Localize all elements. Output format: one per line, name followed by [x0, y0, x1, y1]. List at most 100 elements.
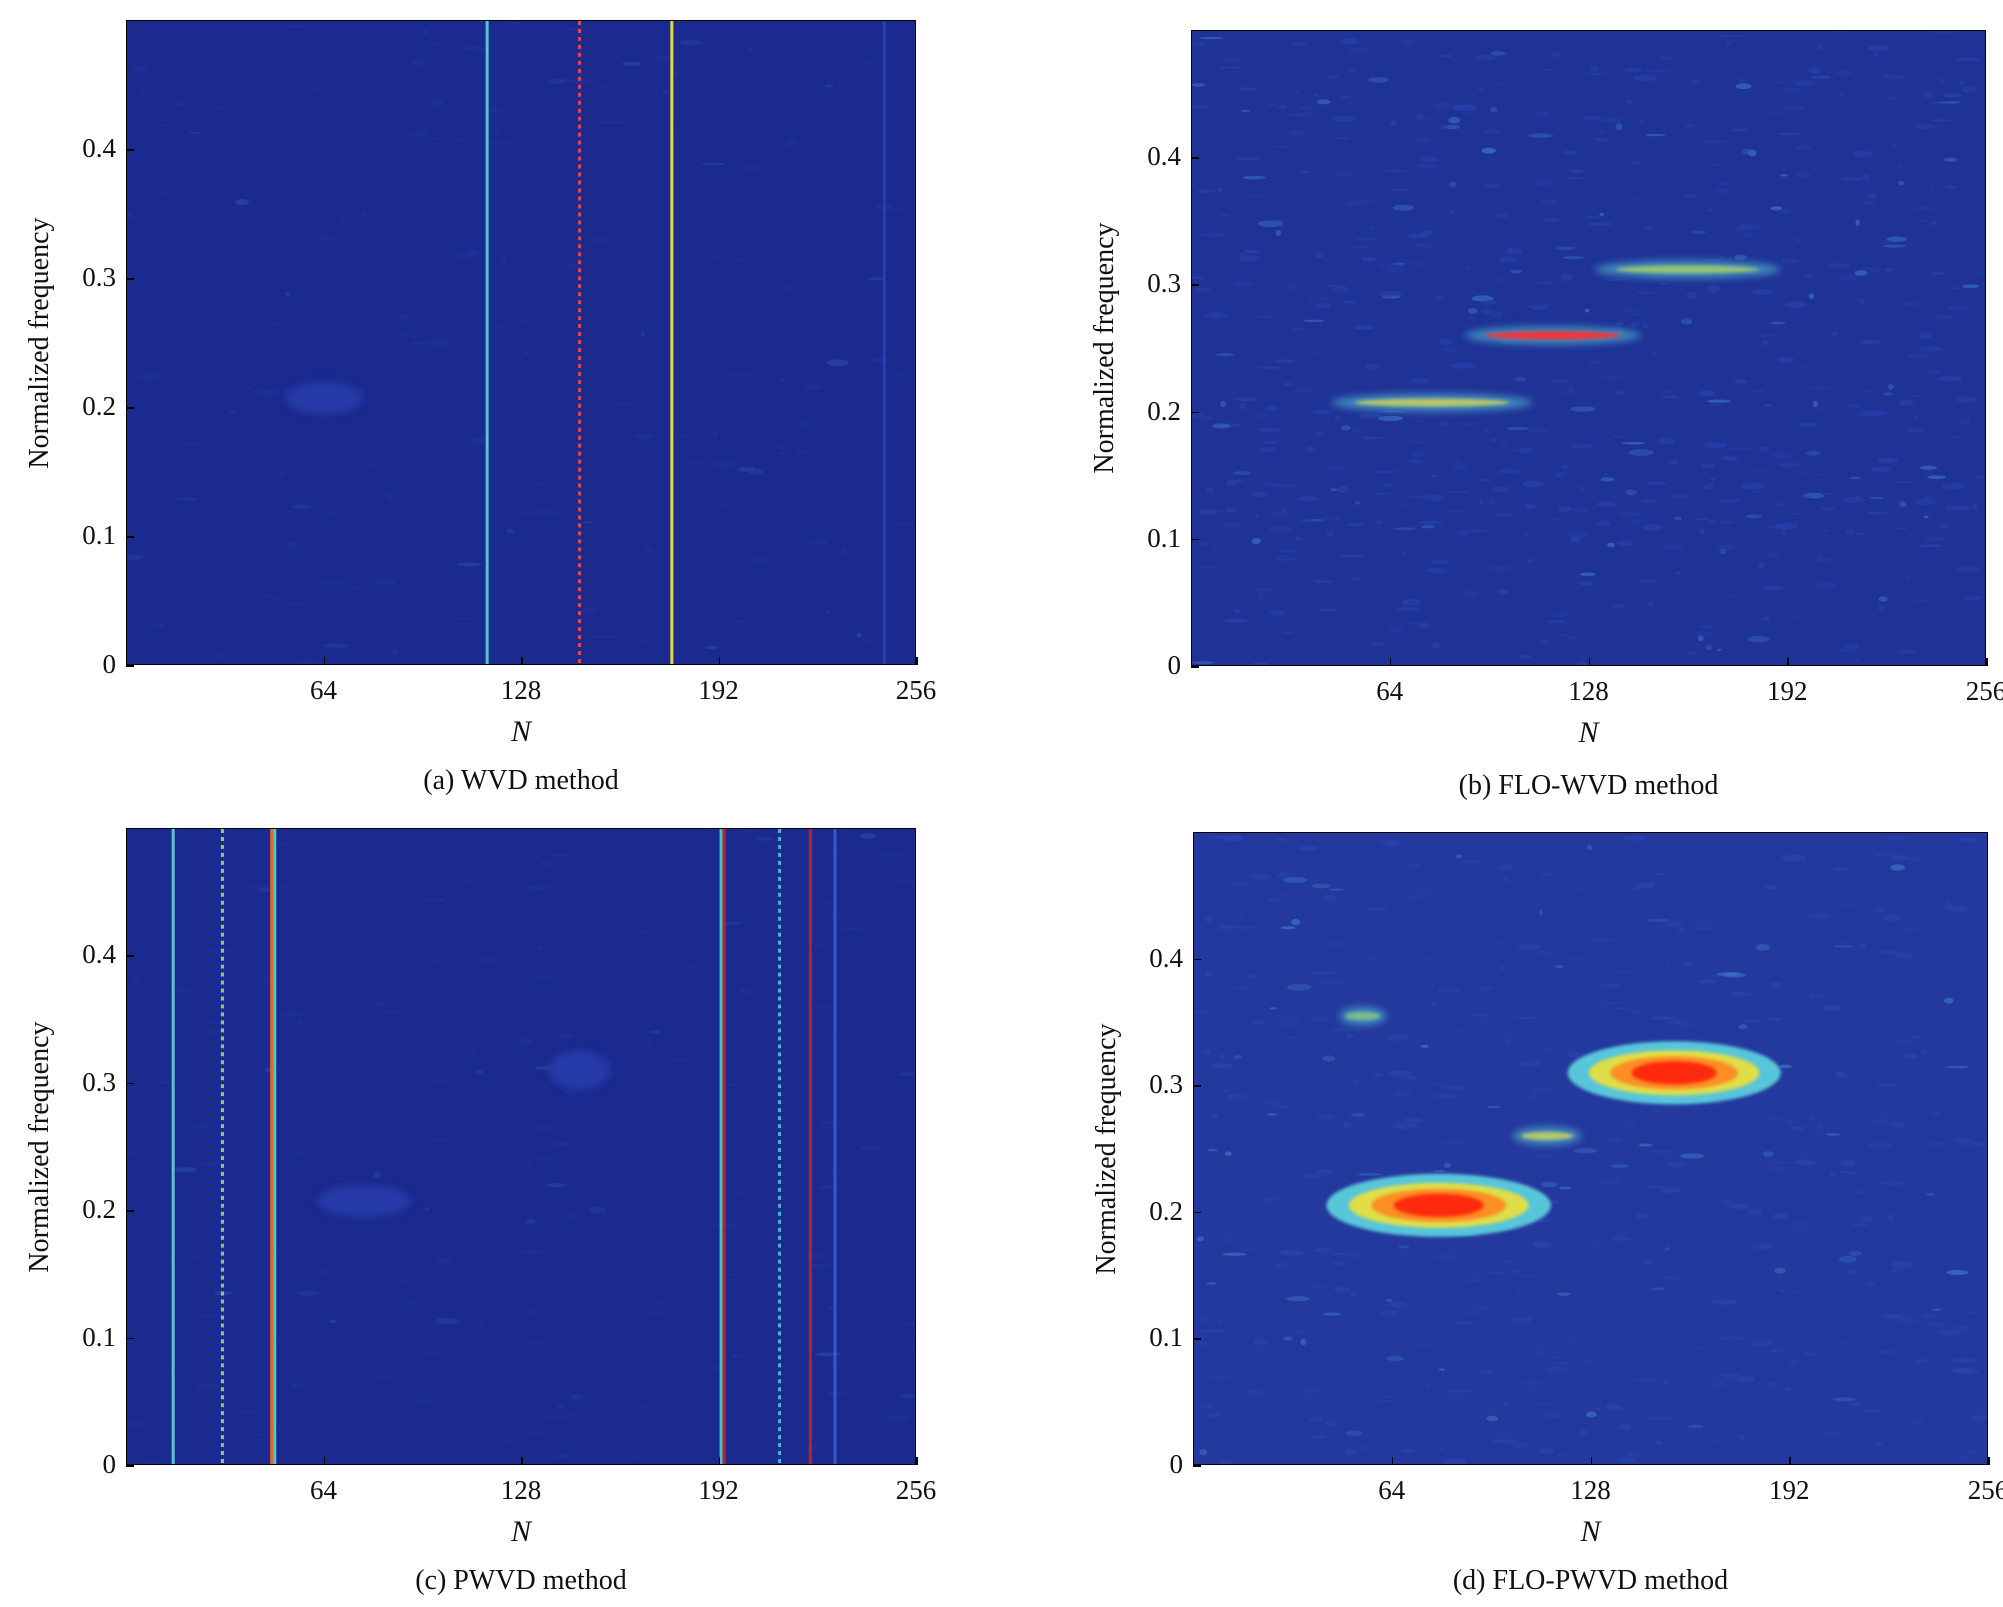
- texture-speck: [1514, 376, 1526, 382]
- texture-speck: [1931, 1308, 1943, 1312]
- texture-speck: [1890, 1261, 1914, 1268]
- texture-speck: [1430, 568, 1448, 575]
- texture-speck: [856, 632, 862, 638]
- texture-speck: [1803, 472, 1810, 476]
- x-tick-mark: [521, 1457, 523, 1465]
- texture-speck: [1534, 180, 1553, 187]
- texture-speck: [1823, 492, 1832, 496]
- texture-speck: [1524, 533, 1529, 537]
- texture-speck: [819, 1125, 832, 1130]
- texture-speck: [608, 177, 629, 181]
- texture-speck: [1772, 1212, 1788, 1220]
- texture-speck: [1823, 529, 1829, 533]
- texture-speck: [147, 1451, 171, 1454]
- y-tick-mark: [1193, 1465, 1201, 1467]
- texture-speck: [784, 138, 799, 146]
- texture-speck: [296, 1290, 321, 1297]
- texture-speck: [1953, 1137, 1975, 1144]
- texture-speck: [528, 1310, 539, 1314]
- texture-speck: [1799, 365, 1806, 368]
- texture-speck: [1352, 427, 1361, 434]
- texture-speck: [1921, 91, 1935, 98]
- texture-speck: [1854, 496, 1861, 501]
- texture-speck: [1588, 1240, 1609, 1245]
- texture-speck: [1369, 436, 1388, 440]
- texture-speck: [1768, 1115, 1782, 1122]
- texture-speck: [1734, 1433, 1741, 1439]
- texture-speck: [1548, 379, 1570, 383]
- texture-speck: [1209, 836, 1227, 839]
- texture-speck: [1286, 983, 1312, 991]
- texture-speck: [1348, 578, 1363, 581]
- texture-speck: [1952, 286, 1961, 290]
- texture-speck: [1705, 284, 1721, 292]
- texture-speck: [1315, 431, 1324, 437]
- texture-speck: [1607, 1137, 1623, 1144]
- texture-speck: [399, 313, 410, 321]
- texture-speck: [1413, 137, 1433, 144]
- blob-10: [548, 1051, 611, 1090]
- texture-speck: [466, 249, 480, 256]
- texture-speck: [1377, 263, 1404, 270]
- texture-speck: [1219, 66, 1243, 69]
- texture-speck: [1280, 507, 1287, 513]
- texture-speck: [179, 442, 204, 448]
- texture-speck: [1913, 414, 1919, 421]
- texture-speck: [1626, 1451, 1642, 1457]
- texture-speck: [1220, 423, 1242, 428]
- texture-speck: [1707, 399, 1731, 403]
- texture-speck: [1262, 440, 1278, 444]
- texture-speck: [1841, 496, 1866, 504]
- texture-speck: [1356, 1172, 1382, 1176]
- texture-speck: [1599, 212, 1605, 217]
- texture-speck: [1848, 1269, 1857, 1276]
- texture-speck: [1854, 657, 1859, 662]
- texture-speck: [1242, 249, 1260, 254]
- texture-speck: [890, 523, 915, 526]
- texture-speck: [1924, 494, 1934, 502]
- texture-speck: [1281, 558, 1302, 561]
- texture-speck: [1913, 123, 1936, 130]
- texture-speck: [1717, 498, 1742, 504]
- texture-speck: [1501, 877, 1510, 882]
- texture-speck: [1498, 965, 1507, 971]
- texture-speck: [1322, 1312, 1342, 1316]
- streak-core: [1344, 1012, 1381, 1020]
- texture-speck: [1217, 1320, 1223, 1325]
- texture-speck: [185, 1122, 212, 1129]
- texture-speck: [423, 28, 429, 36]
- texture-speck: [1867, 1142, 1893, 1148]
- texture-speck: [795, 449, 808, 456]
- texture-speck: [1951, 1358, 1978, 1364]
- texture-speck: [1774, 522, 1799, 530]
- texture-speck: [1250, 873, 1272, 880]
- texture-speck: [644, 547, 655, 553]
- y-tick-label: 0.3: [82, 1066, 116, 1097]
- y-tick-mark: [1191, 284, 1199, 286]
- texture-speck: [1926, 475, 1946, 479]
- texture-speck: [1611, 603, 1625, 609]
- texture-speck: [778, 376, 785, 383]
- texture-speck: [819, 898, 839, 904]
- texture-speck: [1318, 980, 1344, 984]
- texture-speck: [1873, 852, 1894, 857]
- texture-speck: [1230, 881, 1249, 888]
- texture-speck: [1852, 1190, 1864, 1194]
- y-tick-label: 0.1: [1149, 1322, 1183, 1353]
- y-tick-label: 0: [102, 1449, 117, 1479]
- texture-speck: [1811, 75, 1832, 79]
- texture-speck: [1888, 1121, 1905, 1128]
- texture-speck: [1937, 1329, 1963, 1336]
- texture-speck: [546, 1183, 567, 1188]
- texture-speck: [1443, 1162, 1451, 1169]
- texture-speck: [628, 1455, 643, 1461]
- texture-speck: [1568, 531, 1590, 539]
- texture-speck: [1870, 1119, 1891, 1123]
- texture-speck: [859, 638, 873, 646]
- y-tick-label: 0.3: [1147, 268, 1181, 299]
- y-tick-mark: [126, 1210, 134, 1212]
- texture-speck: [1372, 1072, 1383, 1077]
- texture-speck: [909, 1342, 915, 1348]
- texture-speck: [612, 403, 637, 407]
- texture-speck: [1719, 1336, 1745, 1341]
